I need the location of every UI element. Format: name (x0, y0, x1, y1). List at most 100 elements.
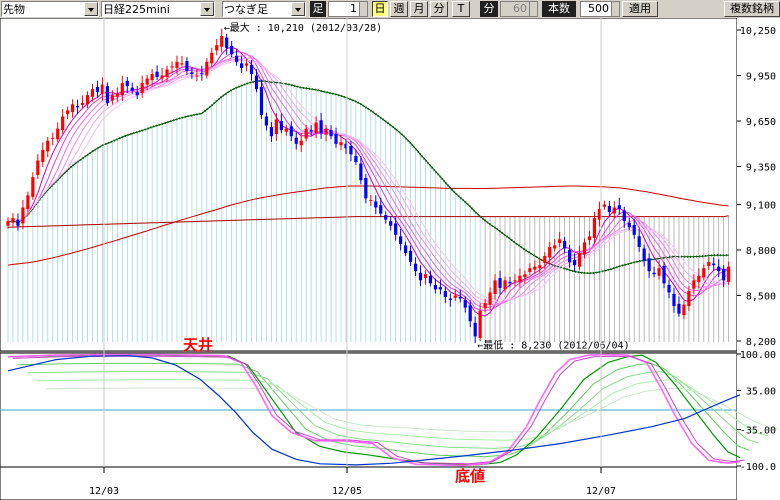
candle-body (244, 63, 249, 66)
candle-body (607, 205, 611, 213)
candle-body (374, 201, 378, 208)
candle-body (299, 140, 303, 146)
candle-body (394, 223, 398, 235)
candle-body (712, 263, 716, 266)
y-tick-label: 8,200 (746, 337, 776, 348)
count-value: 500 (588, 2, 609, 15)
y-tick-label: 8,500 (746, 291, 776, 302)
candle-body (200, 73, 204, 75)
x-tick-label: 12/07 (586, 486, 616, 497)
candle-body (478, 310, 482, 338)
candle-body (617, 205, 621, 210)
month-button[interactable]: 月 (410, 1, 428, 17)
chevron-down-icon[interactable] (84, 2, 98, 16)
candle-body (230, 45, 234, 55)
candle-body (727, 266, 731, 282)
candle-body (697, 275, 701, 282)
candle-body (558, 239, 562, 244)
candle-body (309, 130, 313, 132)
candle-body (61, 116, 65, 131)
max-annotation: ←最大 : 10,210 (2012/03/28) (224, 21, 382, 34)
candle-body (85, 95, 90, 105)
candle-body (632, 224, 636, 235)
candle-body (667, 284, 671, 293)
count-spinner[interactable]: 500 (580, 1, 620, 17)
candle-body (150, 73, 154, 81)
day-button[interactable]: 日 (372, 1, 388, 17)
tick-button[interactable]: T (452, 1, 470, 17)
multi-symbol-button[interactable]: 複数銘柄 (724, 1, 780, 17)
apply-button[interactable]: 適用 (622, 1, 658, 17)
candle-body (294, 137, 298, 144)
candle-body (647, 258, 651, 272)
candle-body (120, 83, 124, 96)
ribbon-line (7, 57, 729, 306)
candle-body (508, 281, 512, 284)
candle-body (577, 253, 582, 267)
spinner-arrows-icon[interactable] (359, 2, 367, 16)
candle-body (364, 177, 368, 199)
candle-body (349, 146, 353, 155)
candle-body (627, 222, 631, 228)
candle-body (528, 268, 532, 272)
symbol-select[interactable]: 日経225mini (101, 1, 215, 17)
candle-body (319, 120, 323, 134)
candle-body (553, 245, 557, 249)
candle-body (408, 250, 413, 263)
candle-body (612, 207, 616, 214)
y-tick-label: -100.0 (740, 462, 776, 473)
candle-body (314, 122, 318, 134)
candle-body (468, 305, 472, 322)
candle-body (130, 87, 134, 91)
candle-body (279, 121, 283, 131)
contract-select[interactable]: つなぎ足 (222, 1, 306, 17)
candle-body (115, 93, 119, 97)
candle-body (41, 149, 45, 162)
candle-body (687, 290, 691, 307)
candle-body (26, 195, 30, 210)
spinner-arrows-icon (529, 2, 537, 16)
candle-body (235, 55, 239, 62)
candle-body (493, 280, 497, 294)
candle-body (448, 298, 452, 301)
candle-body (21, 207, 25, 224)
date-axis-panel (0, 466, 738, 500)
candle-body (344, 143, 348, 149)
minute-button[interactable]: 分 (430, 1, 448, 17)
candle-body (587, 236, 592, 241)
candle-body (105, 86, 109, 103)
candle-body (155, 71, 159, 78)
candle-body (399, 236, 403, 244)
candle-body (125, 80, 129, 87)
candle-body (284, 128, 288, 132)
y-tick-label: 9,950 (746, 72, 776, 83)
candle-body (165, 69, 169, 78)
candle-body (463, 300, 467, 308)
candle-body (413, 263, 418, 272)
week-button[interactable]: 週 (390, 1, 408, 17)
candle-body (36, 160, 40, 175)
candle-body (6, 221, 10, 226)
candle-body (677, 303, 681, 314)
candle-body (662, 265, 666, 284)
candle-body (56, 128, 60, 140)
candle-body (289, 126, 293, 137)
candle-body (304, 128, 308, 139)
chevron-down-icon[interactable] (200, 2, 214, 16)
y-tick-label: -35.00 (740, 426, 776, 437)
candle-body (75, 105, 80, 108)
minute-label: 分 (480, 1, 498, 17)
symbol-select-value: 日経225mini (103, 3, 170, 16)
candle-body (582, 242, 587, 255)
chevron-down-icon[interactable] (291, 2, 305, 16)
period-spinner[interactable]: 1 (328, 1, 368, 17)
type-select[interactable]: 先物 (1, 1, 99, 17)
candle-body (597, 209, 602, 220)
spinner-arrows-icon[interactable] (611, 2, 619, 16)
ma-dotted-dots (7, 79, 729, 275)
candle-body (722, 268, 726, 281)
chart-area: 10,250 9,950 9,650 9,350 9,100 8,800 8,500 8,20… (0, 18, 780, 500)
y-tick-label: 9,350 (746, 163, 776, 174)
candle-body (637, 236, 641, 247)
candle-body (249, 64, 254, 74)
